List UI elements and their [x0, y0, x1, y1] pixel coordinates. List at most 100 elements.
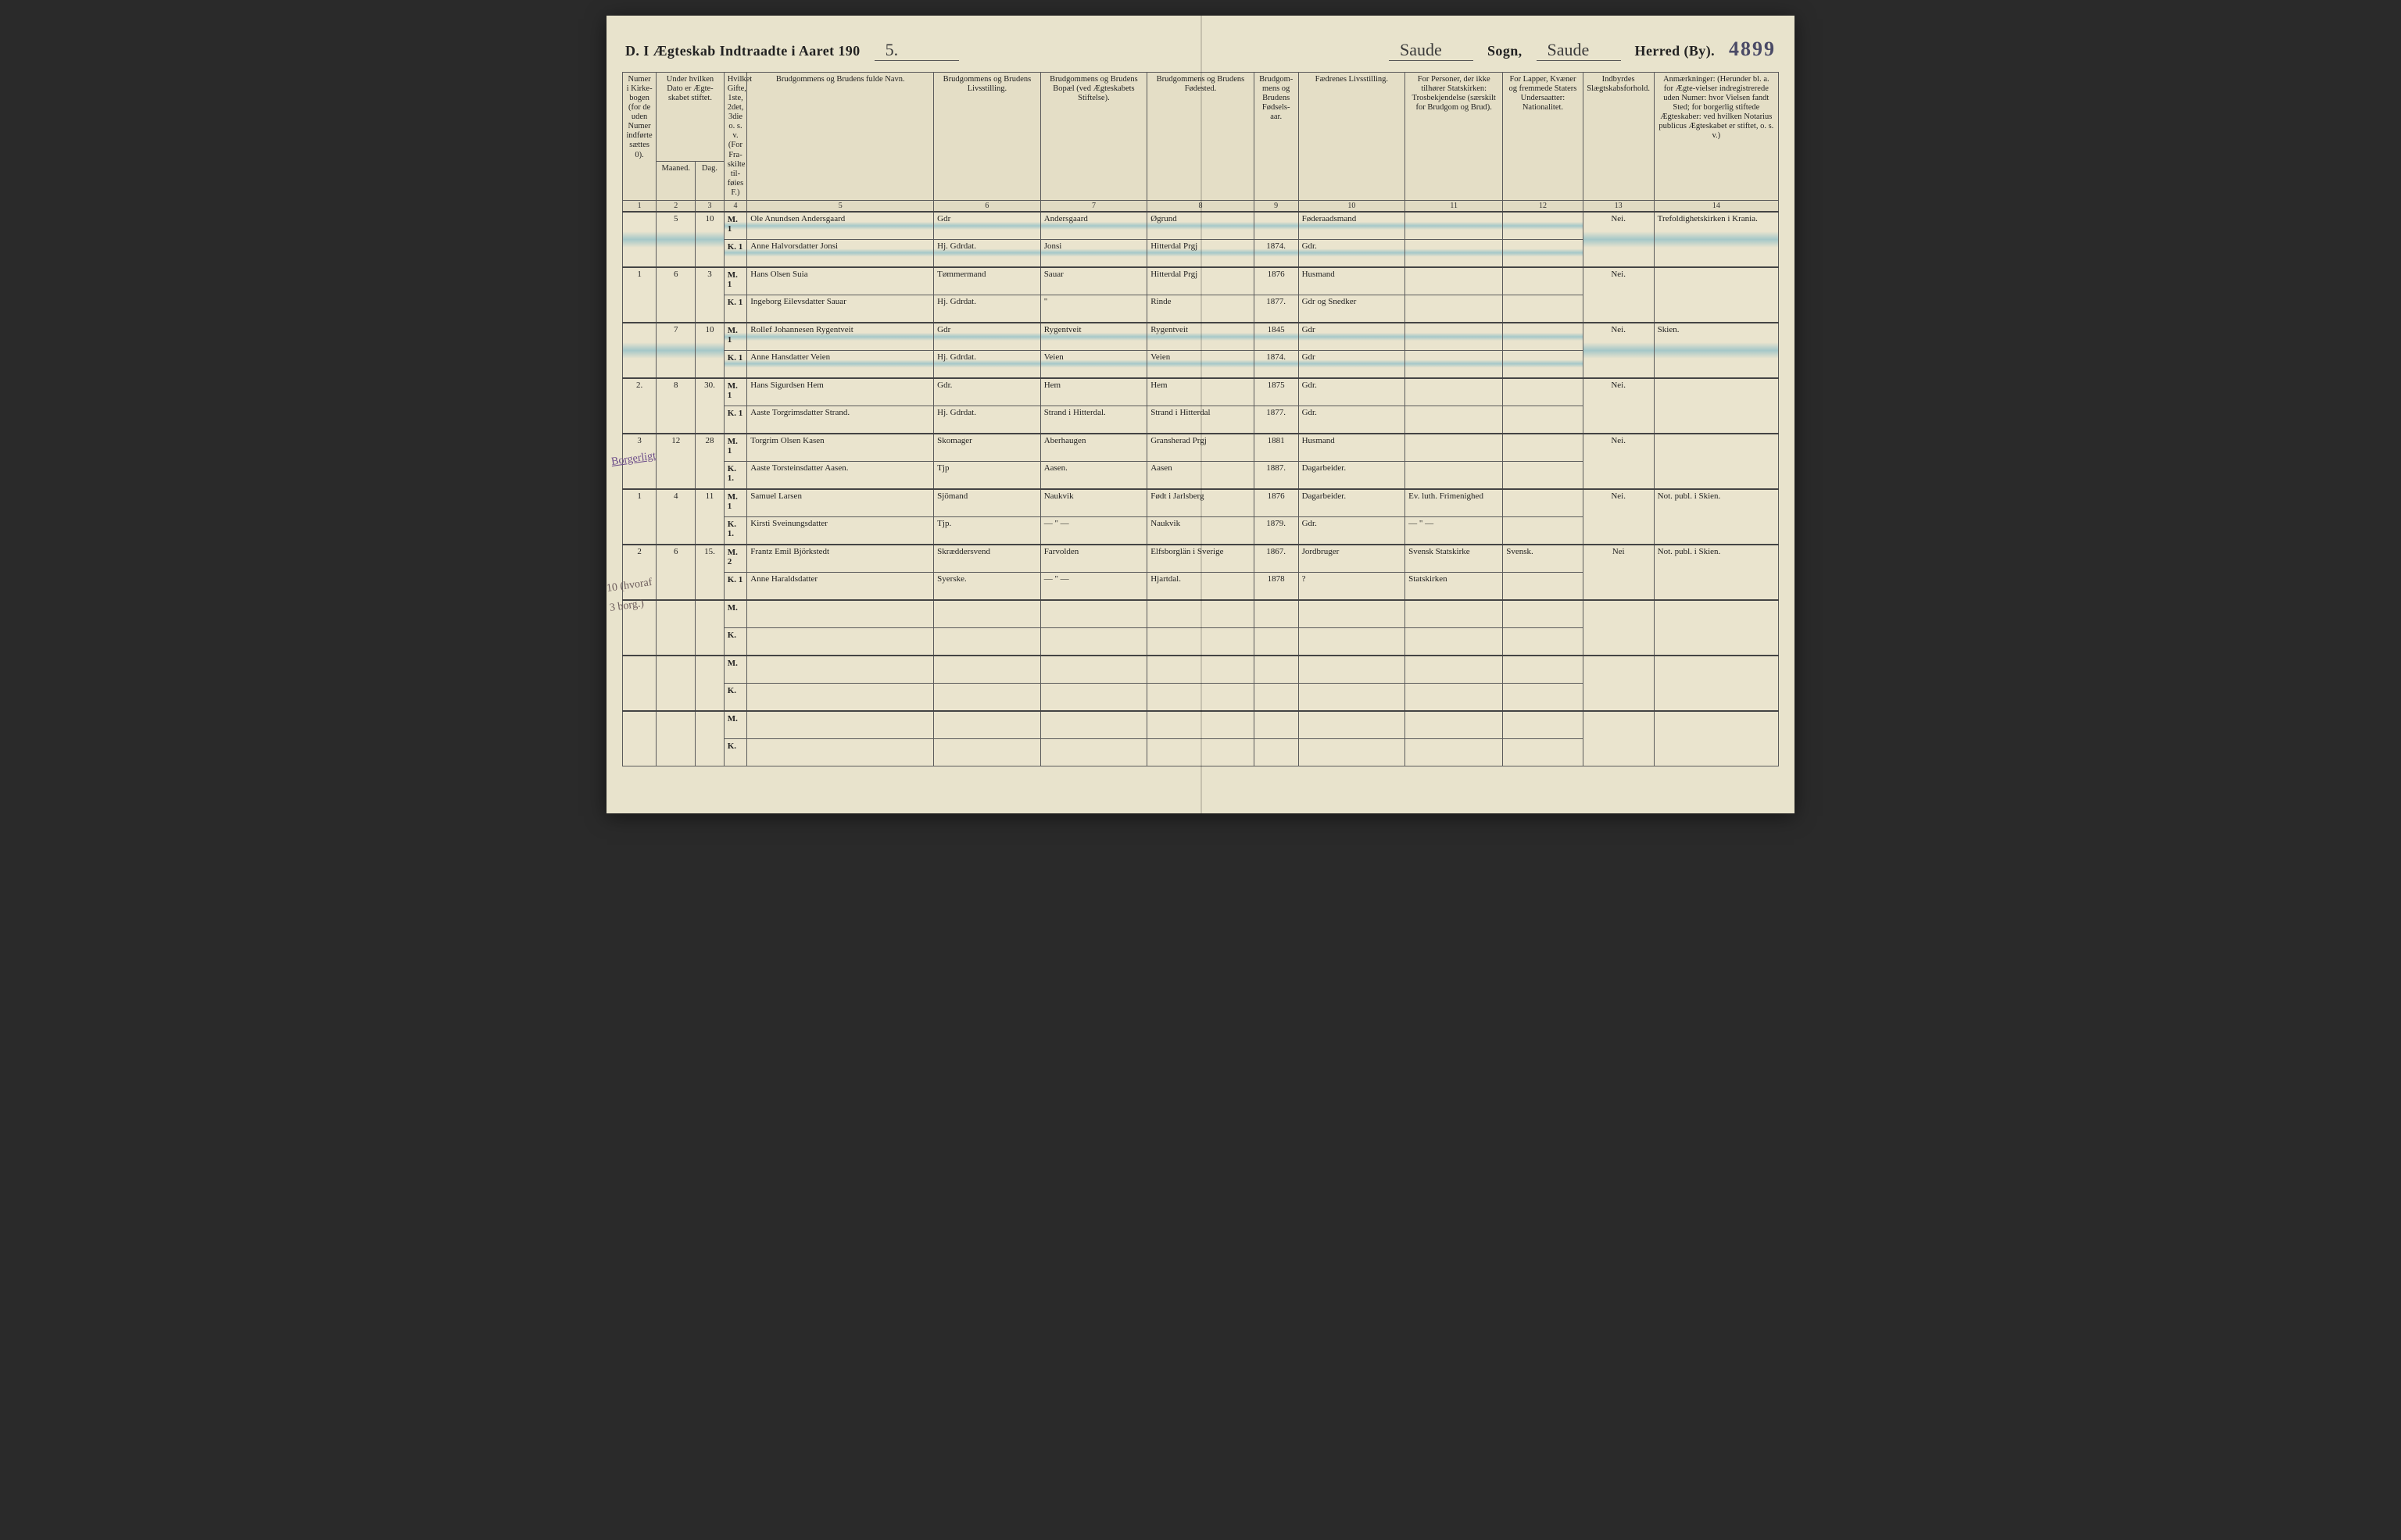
page-fold [1200, 16, 1202, 813]
page-id-number: 4899 [1729, 38, 1776, 61]
cell-tro-k [1405, 295, 1503, 323]
cell-gifte-k: K. 1 [724, 406, 747, 434]
cell-tro-k: Statskirken [1405, 572, 1503, 600]
cell-num [623, 711, 657, 766]
cell-dag [696, 600, 724, 656]
cell-stilling-m: Tømmermand [934, 267, 1041, 295]
cell-tro-k: — " — [1405, 516, 1503, 545]
title-prefix: D. I Ægteskab Indtraadte i Aaret 190 [625, 43, 861, 59]
cell-far-m: Husmand [1298, 267, 1405, 295]
cell-stilling-m: Sjömand [934, 489, 1041, 517]
cell-maaned: 6 [657, 267, 696, 323]
cell-empty [1405, 738, 1503, 766]
cell-empty [1254, 627, 1298, 656]
cell-num: 1 [623, 267, 657, 323]
cell-aar-m: 1845 [1254, 323, 1298, 351]
cell-navn-k: Ingeborg Eilevsdatter Sauar [747, 295, 934, 323]
cell-gifte-m: M. 1 [724, 323, 747, 351]
cell-far-k: Gdr. [1298, 406, 1405, 434]
cell-gifte-m: M. [724, 600, 747, 628]
cell-dag: 11 [696, 489, 724, 545]
cell-maaned: 6 [657, 545, 696, 600]
cell-nat-k [1503, 461, 1583, 489]
cell-aar-k: 1879. [1254, 516, 1298, 545]
cell-dag: 10 [696, 212, 724, 267]
cell-maaned [657, 600, 696, 656]
cell-empty [747, 656, 934, 684]
cell-maaned [657, 711, 696, 766]
cell-dag [696, 711, 724, 766]
cell-bopael-m: Naukvik [1040, 489, 1147, 517]
cell-empty [1298, 711, 1405, 739]
cell-nat-m [1503, 323, 1583, 351]
cell-anm: Not. publ. i Skien. [1654, 489, 1778, 545]
cell-aar-m [1254, 212, 1298, 240]
colnum: 4 [724, 200, 747, 212]
col-header-13: Indbyrdes Slægtskabsforhold. [1583, 73, 1654, 201]
cell-empty [1405, 600, 1503, 628]
colnum: 9 [1254, 200, 1298, 212]
cell-stilling-k: Hj. Gdrdat. [934, 295, 1041, 323]
col-header-2a: Maaned. [657, 161, 696, 200]
cell-dag: 28 [696, 434, 724, 489]
cell-far-m: Jordbruger [1298, 545, 1405, 573]
cell-gifte-k: K. 1 [724, 295, 747, 323]
cell-empty [1254, 656, 1298, 684]
cell-far-k: Dagarbeider. [1298, 461, 1405, 489]
cell-gifte-k: K. 1 [724, 572, 747, 600]
cell-bopael-k: Jonsi [1040, 239, 1147, 267]
cell-tro-m [1405, 378, 1503, 406]
cell-empty [1040, 600, 1147, 628]
colnum: 10 [1298, 200, 1405, 212]
cell-aar-m: 1876 [1254, 489, 1298, 517]
cell-tro-k [1405, 350, 1503, 378]
cell-stilling-m: Gdr. [934, 378, 1041, 406]
cell-gifte-k: K. [724, 627, 747, 656]
cell-bopael-k: " [1040, 295, 1147, 323]
cell-nat-k [1503, 295, 1583, 323]
cell-maaned: 4 [657, 489, 696, 545]
cell-maaned: 12 [657, 434, 696, 489]
cell-empty [1298, 627, 1405, 656]
cell-navn-m: Hans Olsen Suia [747, 267, 934, 295]
cell-bopael-m: Rygentveit [1040, 323, 1147, 351]
cell-empty [747, 600, 934, 628]
cell-stilling-k: Tjp. [934, 516, 1041, 545]
cell-empty [934, 656, 1041, 684]
cell-nat-k [1503, 572, 1583, 600]
cell-empty [934, 627, 1041, 656]
cell-gifte-k: K. [724, 738, 747, 766]
cell-empty [1254, 600, 1298, 628]
cell-slaegt: Nei. [1583, 489, 1654, 545]
cell-navn-k: Anne Halvorsdatter Jonsi [747, 239, 934, 267]
cell-navn-m: Torgrim Olsen Kasen [747, 434, 934, 462]
cell-far-k: ? [1298, 572, 1405, 600]
cell-empty [1254, 711, 1298, 739]
cell-slaegt: Nei. [1583, 212, 1654, 267]
cell-maaned: 5 [657, 212, 696, 267]
cell-empty [1254, 738, 1298, 766]
cell-empty [934, 711, 1041, 739]
register-page: D. I Ægteskab Indtraadte i Aaret 1905. S… [607, 16, 1794, 813]
cell-aar-k: 1878 [1254, 572, 1298, 600]
cell-anm [1654, 434, 1778, 489]
cell-nat-m [1503, 212, 1583, 240]
cell-tro-m: Svensk Statskirke [1405, 545, 1503, 573]
cell-gifte-k: K. 1 [724, 239, 747, 267]
cell-anm: Trefoldighetskirken i Krania. [1654, 212, 1778, 267]
cell-aar-k: 1887. [1254, 461, 1298, 489]
cell-empty [1405, 656, 1503, 684]
cell-gifte-m: M. 1 [724, 212, 747, 240]
cell-nat-m [1503, 267, 1583, 295]
cell-empty [934, 738, 1041, 766]
cell-empty [1040, 711, 1147, 739]
cell-anm: Skien. [1654, 323, 1778, 378]
cell-aar-m: 1881 [1254, 434, 1298, 462]
cell-num [623, 323, 657, 378]
colnum: 13 [1583, 200, 1654, 212]
cell-empty [1040, 738, 1147, 766]
cell-maaned: 8 [657, 378, 696, 434]
cell-nat-m: Svensk. [1503, 545, 1583, 573]
cell-navn-m: Frantz Emil Björkstedt [747, 545, 934, 573]
cell-empty [1298, 683, 1405, 711]
